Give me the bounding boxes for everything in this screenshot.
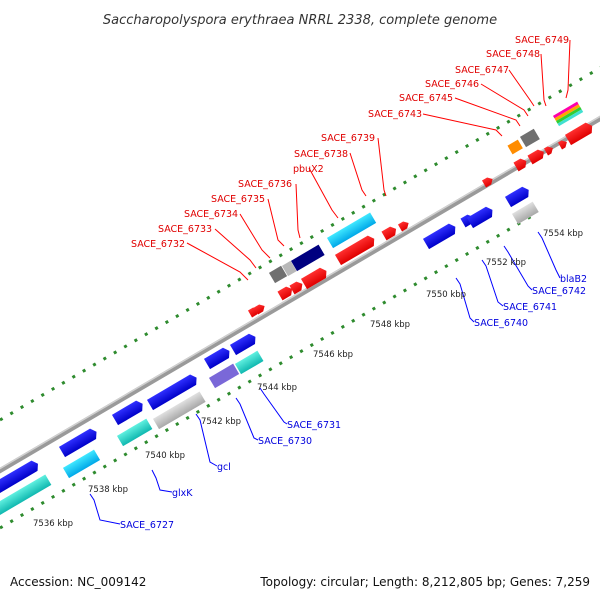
feature-SACE_6730[interactable] (208, 363, 240, 389)
feature-SACE_6748[interactable] (543, 145, 555, 156)
gene-label-SACE_6736[interactable]: SACE_6736 (238, 179, 292, 190)
map-title: Saccharopolyspora erythraea NRRL 2338, c… (103, 13, 497, 28)
gene-label-SACE_6746[interactable]: SACE_6746 (425, 79, 479, 90)
reverse-gene-labels: SACE_6727 glxK gcl SACE_6730 SACE_6731 S… (120, 274, 587, 531)
gene-label-SACE_6743[interactable]: SACE_6743 (368, 109, 422, 120)
topology-label: Topology: circular; Length: 8,212,805 bp… (259, 575, 590, 589)
inner-tick-track (0, 212, 536, 530)
gene-label-blaB2[interactable]: blaB2 (560, 274, 587, 285)
feature-SACE_6730a[interactable] (203, 346, 232, 370)
feature-SACE_6745[interactable] (507, 139, 523, 155)
tick-labels: 7536 kbp 7538 kbp 7540 kbp 7542 kbp 7544… (33, 229, 583, 529)
tick-label: 7550 kbp (426, 290, 466, 300)
gene-label-SACE_6747[interactable]: SACE_6747 (455, 65, 509, 76)
gene-label-gcl[interactable]: gcl (217, 462, 231, 473)
feature-gcl-teal[interactable] (116, 418, 153, 447)
gene-label-SACE_6731[interactable]: SACE_6731 (287, 420, 341, 431)
tick-label: 7536 kbp (33, 519, 73, 529)
feature-SACE_6733[interactable] (253, 302, 267, 315)
tick-label: 7540 kbp (145, 451, 185, 461)
tick-label: 7546 kbp (313, 350, 353, 360)
tick-label: 7538 kbp (88, 485, 128, 495)
gene-label-SACE_6734[interactable]: SACE_6734 (184, 209, 238, 220)
gene-label-SACE_6748[interactable]: SACE_6748 (486, 49, 540, 60)
gene-label-SACE_6749[interactable]: SACE_6749 (515, 35, 569, 46)
feature-SACE_6734[interactable] (277, 285, 294, 301)
gene-label-pbuX2[interactable]: pbuX2 (293, 164, 324, 175)
feature-SACE_6749b[interactable] (564, 121, 595, 146)
genome-backbone (0, 103, 600, 483)
feature-SACE_6748b[interactable] (557, 139, 569, 150)
feature-SACE_6727[interactable] (58, 427, 100, 458)
gene-label-SACE_6738[interactable]: SACE_6738 (294, 149, 348, 160)
feature-SACE_6735[interactable] (289, 280, 304, 295)
feature-SACE_6746[interactable] (519, 128, 540, 148)
feature-SACE_6729[interactable] (146, 372, 200, 411)
feature-SACE_6739b[interactable] (381, 225, 398, 241)
gene-label-SACE_6741[interactable]: SACE_6741 (503, 302, 557, 313)
feature-pbuX2-grey[interactable] (268, 265, 288, 284)
gene-label-SACE_6735[interactable]: SACE_6735 (211, 194, 265, 205)
feature-SACE_6728[interactable] (111, 399, 146, 426)
feature-SACE_6738[interactable] (334, 234, 377, 266)
feature-blaB2[interactable] (511, 201, 539, 225)
feature-SACE_6747[interactable] (527, 148, 546, 165)
forward-strand-features (247, 101, 595, 318)
gene-label-SACE_6742[interactable]: SACE_6742 (532, 286, 586, 297)
gene-label-SACE_6733[interactable]: SACE_6733 (158, 224, 212, 235)
tick-label: 7552 kbp (486, 258, 526, 268)
gene-label-SACE_6730[interactable]: SACE_6730 (258, 436, 312, 447)
forward-label-leaders (186, 39, 571, 281)
feature-SACE_6743[interactable] (481, 175, 495, 188)
feature-SACE_6742[interactable] (504, 185, 532, 208)
gene-label-glxK[interactable]: glxK (172, 488, 193, 499)
feature-SACE_6741[interactable] (466, 205, 495, 229)
tick-label: 7542 kbp (201, 417, 241, 427)
reverse-label-leaders (89, 231, 561, 525)
feature-pbuX2[interactable] (290, 244, 325, 272)
feature-glxK[interactable] (62, 449, 101, 479)
gene-label-SACE_6739[interactable]: SACE_6739 (321, 133, 375, 144)
feature-SACE_6740[interactable] (422, 222, 458, 250)
gene-label-SACE_6732[interactable]: SACE_6732 (131, 239, 185, 250)
outer-tick-track (0, 54, 600, 422)
gene-label-SACE_6745[interactable]: SACE_6745 (399, 93, 453, 104)
gene-label-SACE_6740[interactable]: SACE_6740 (474, 318, 528, 329)
tick-label: 7544 kbp (257, 383, 297, 393)
feature-SACE_6726[interactable] (0, 474, 52, 519)
feature-SACE_6731[interactable] (234, 350, 264, 375)
feature-SACE_6730b[interactable] (229, 332, 258, 356)
accession-label: Accession: NC_009142 (10, 575, 146, 589)
feature-gcl[interactable] (152, 391, 206, 430)
feature-SACE_6739[interactable] (326, 212, 377, 249)
feature-SACE_6749[interactable] (552, 101, 584, 127)
reverse-strand-features (0, 185, 539, 519)
feature-SACE_6739c[interactable] (397, 219, 411, 232)
gene-label-SACE_6727[interactable]: SACE_6727 (120, 520, 174, 531)
feature-SACE_6746b[interactable] (513, 157, 528, 172)
forward-gene-labels: SACE_6732 SACE_6733 SACE_6734 SACE_6735 … (131, 35, 569, 250)
feature-pbuX2-light[interactable] (281, 260, 297, 277)
tick-label: 7548 kbp (370, 320, 410, 330)
feature-SACE_6736[interactable] (300, 266, 329, 290)
tick-label: 7554 kbp (543, 229, 583, 239)
feature-SACE_6725[interactable] (0, 459, 41, 497)
